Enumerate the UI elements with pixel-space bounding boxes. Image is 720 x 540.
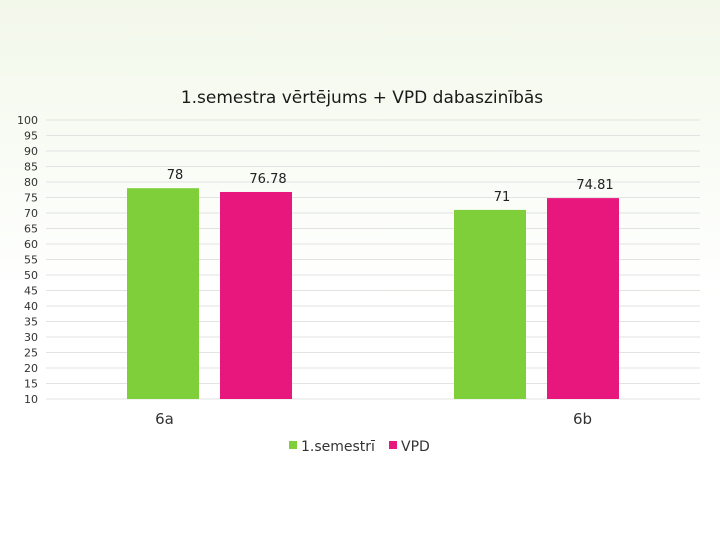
y-tick-label: 65	[24, 223, 38, 236]
y-tick-label: 55	[24, 254, 38, 267]
y-tick-label: 20	[24, 362, 38, 375]
y-tick-label: 40	[24, 300, 38, 313]
data-label: 76.78	[249, 172, 286, 187]
x-tick-label: 6a	[155, 410, 174, 428]
y-tick-label: 85	[24, 161, 38, 174]
x-tick-label: 6b	[573, 410, 592, 428]
bar	[547, 198, 619, 399]
y-tick-label: 80	[24, 176, 38, 189]
bar	[127, 188, 199, 399]
y-tick-label: 50	[24, 269, 38, 282]
y-tick-label: 95	[24, 130, 38, 143]
y-tick-label: 75	[24, 192, 38, 205]
bars	[127, 188, 619, 399]
y-tick-label: 30	[24, 331, 38, 344]
chart-title: 1.semestra vērtējums + VPD dabaszinībās	[181, 88, 543, 108]
y-tick-label: 70	[24, 207, 38, 220]
bar	[220, 191, 292, 399]
y-tick-label: 15	[24, 378, 38, 391]
bar	[454, 209, 526, 399]
y-tick-label: 90	[24, 145, 38, 158]
data-label: 71	[494, 190, 511, 205]
y-tick-label: 45	[24, 285, 38, 298]
legend-label: 1.semestrī	[301, 439, 375, 455]
data-label: 74.81	[576, 178, 613, 193]
data-label: 78	[167, 168, 184, 183]
y-tick-label: 25	[24, 347, 38, 360]
legend-swatch	[289, 441, 297, 449]
y-tick-label: 10	[24, 393, 38, 406]
y-tick-label: 100	[17, 114, 38, 127]
legend: 1.semestrī VPD	[289, 439, 430, 455]
y-tick-label: 60	[24, 238, 38, 251]
data-labels: 78 76.78 71 74.81	[167, 168, 614, 205]
y-axis-ticks: 10 15 20 25 30 35 40 45 50 55 60 65 70 75 80 85 90 95 100	[17, 114, 38, 406]
legend-swatch	[389, 441, 397, 449]
y-tick-label: 35	[24, 316, 38, 329]
x-axis-categories: 6a 6b	[155, 410, 592, 428]
legend-label: VPD	[401, 439, 430, 455]
